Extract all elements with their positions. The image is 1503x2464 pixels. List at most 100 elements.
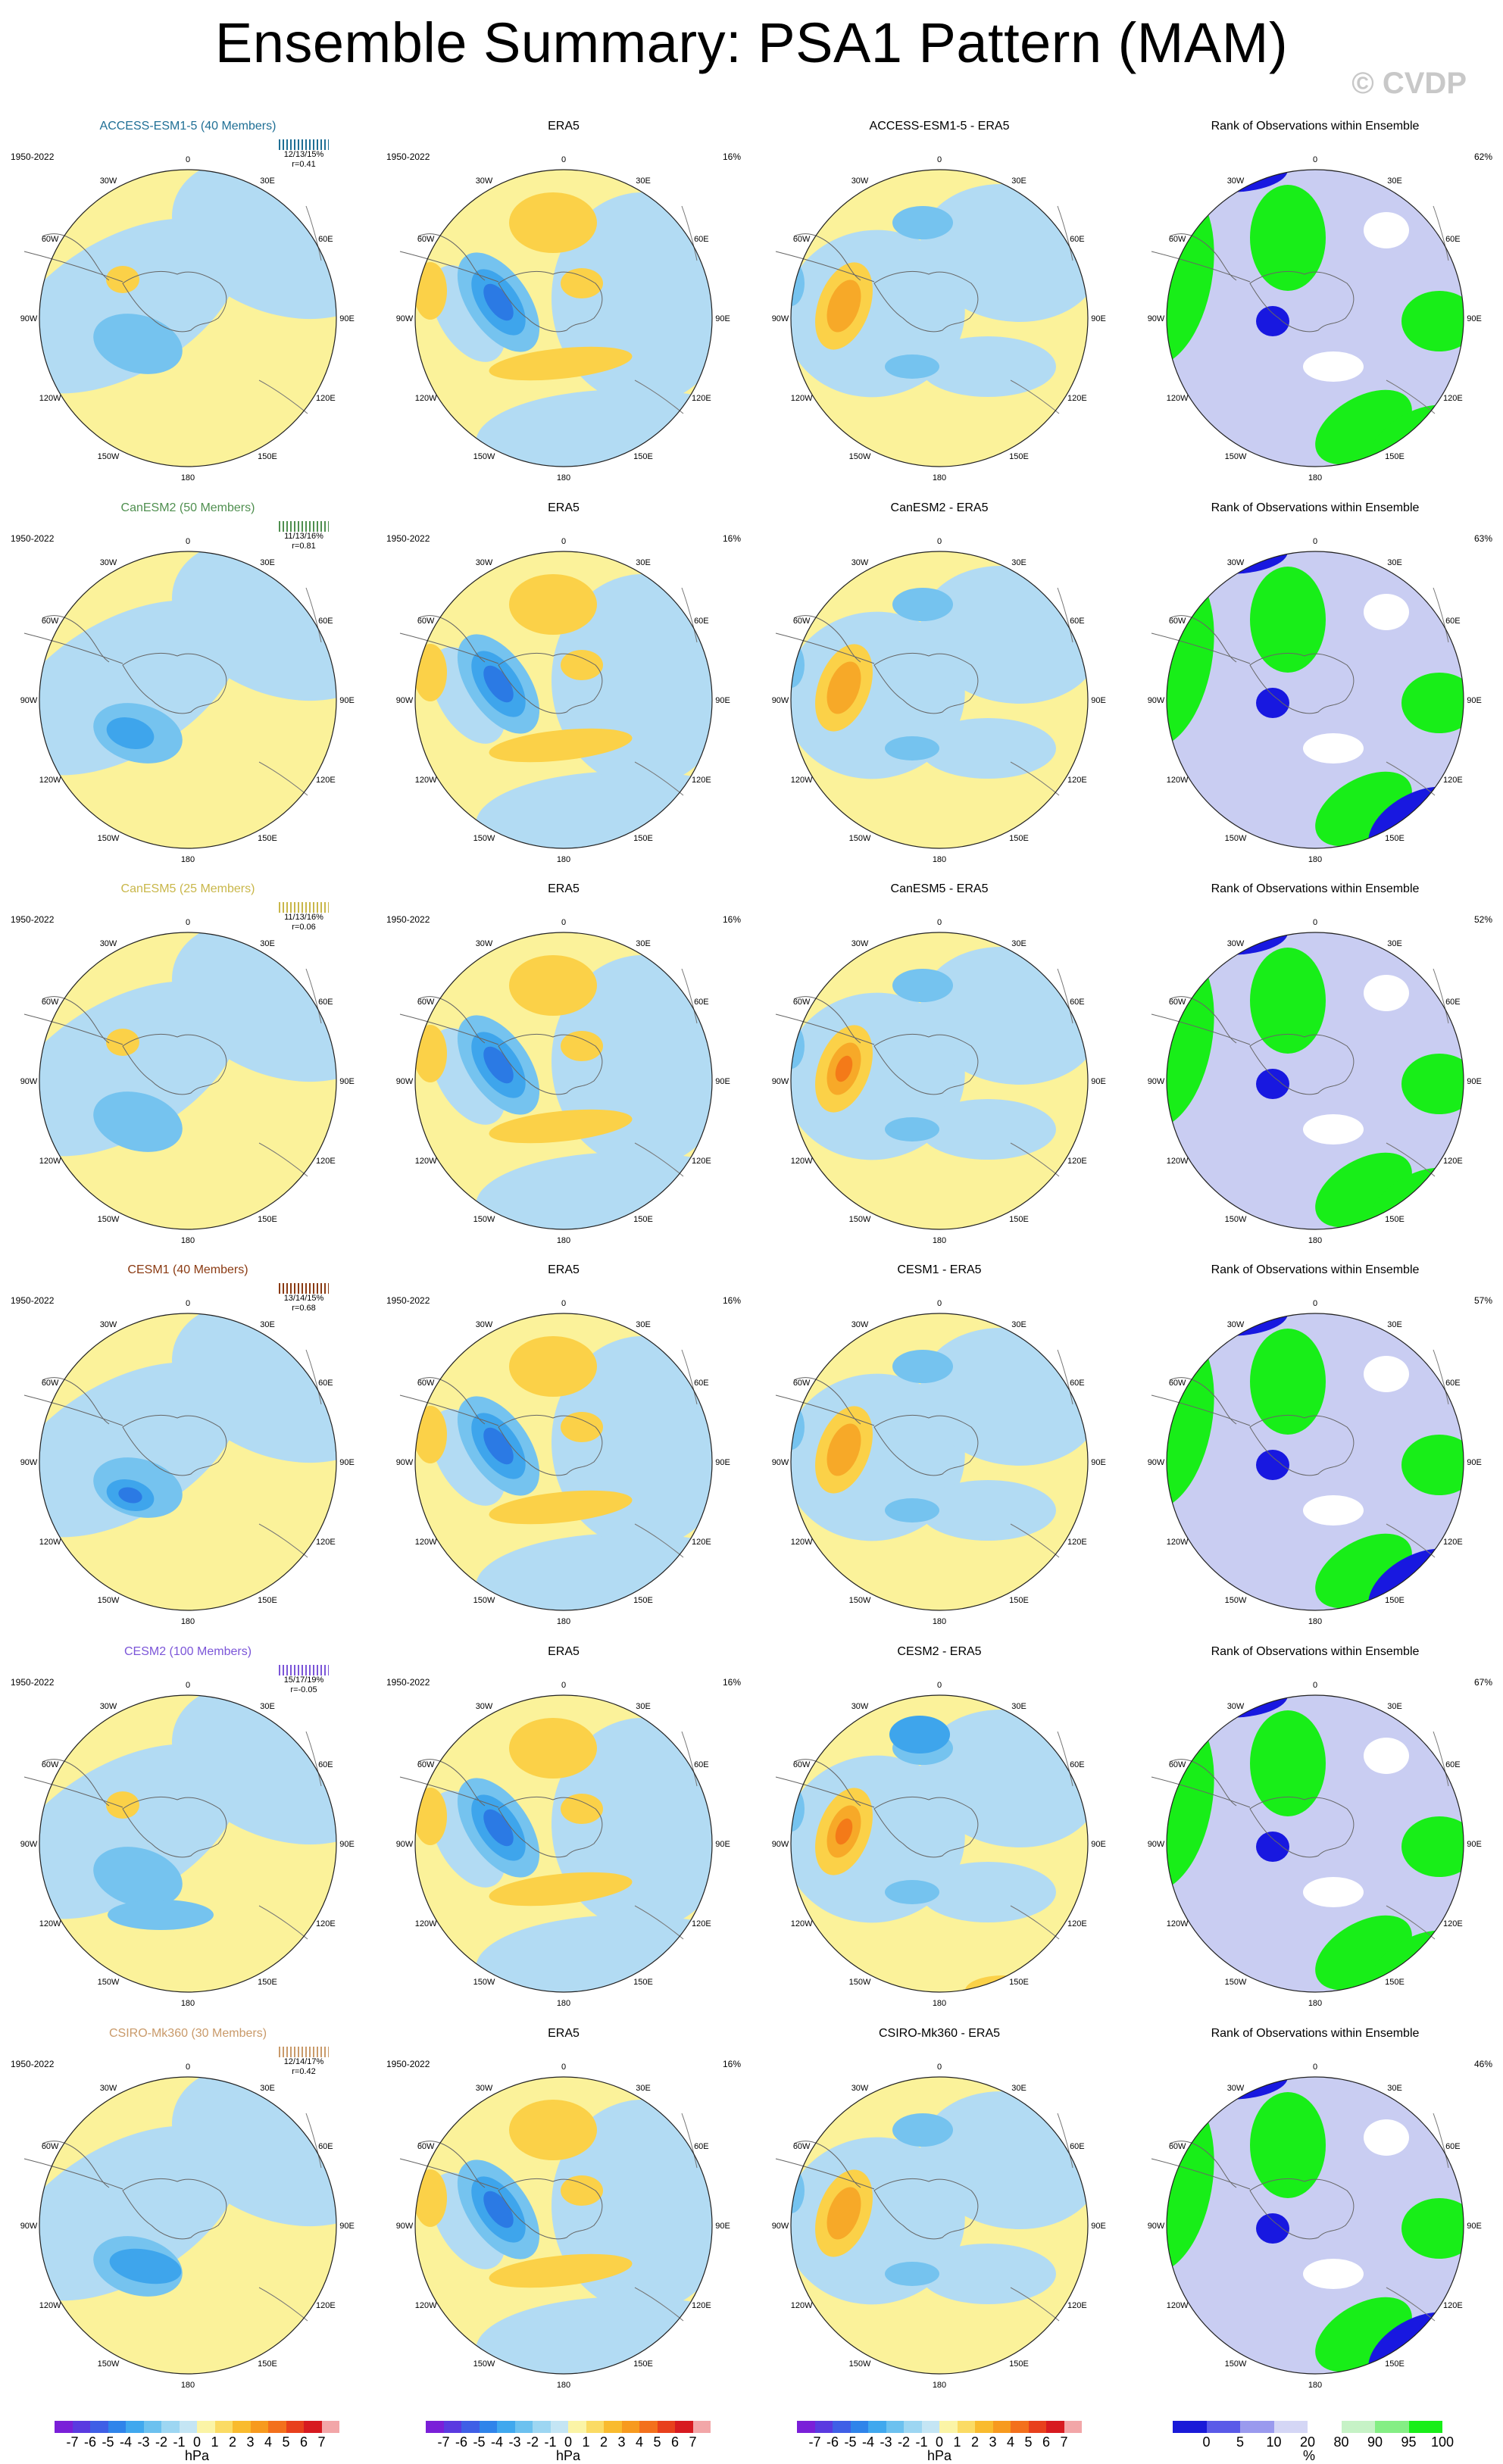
colorbar-tick-label: -1 (173, 2434, 186, 2450)
longitude-label: 60E (694, 2142, 709, 2151)
colorbar-segment (161, 2421, 180, 2433)
colorbar-segment (55, 2421, 73, 2433)
peninsula-coastline (1151, 1394, 1251, 1426)
longitude-label: 60E (318, 1379, 333, 1388)
diff-map: 0 30E 60E 90E 120E 150E 180 150W 120W 90W 60W 30W (772, 918, 1106, 1245)
colorbar-segment (179, 2421, 197, 2433)
longitude-label: 90E (339, 1840, 355, 1849)
obs-period-label: 1950-2022 (386, 1295, 430, 1306)
south-america-coastline (793, 1377, 861, 1425)
contour-blob (885, 1880, 939, 1904)
contour-blob (561, 650, 603, 680)
longitude-label: 60W (793, 2142, 811, 2151)
longitude-label: 90E (1091, 1458, 1106, 1467)
contour-blob (1401, 291, 1464, 351)
longitude-label: 90E (1467, 1458, 1482, 1467)
contour-blob (791, 2168, 805, 2213)
period-label: 1950-2022 (11, 151, 55, 162)
map-rim (790, 1313, 1089, 1611)
contour-blob (171, 1313, 336, 1463)
colorbar-segment (814, 2421, 833, 2433)
south-america-coastline (417, 1759, 486, 1807)
contour-blob (1250, 1329, 1326, 1435)
model-map: 0 30E 60E 90E 120E 150E 180 150W 120W 90W 60W 30W (20, 155, 355, 482)
period-label: 1950-2022 (11, 533, 55, 544)
contour-blob (561, 1031, 603, 1061)
longitude-label: 0 (186, 918, 190, 927)
longitude-label: 120E (316, 394, 336, 403)
colorbar-tick-label: 5 (282, 2434, 290, 2450)
longitude-label: 60E (318, 2142, 333, 2151)
longitude-label: 30E (636, 558, 651, 567)
rank-map: 0 30E 60E 90E 120E 150E 180 150W 120W 90W 60W 30W (1148, 1681, 1482, 2008)
contour-blob (1401, 673, 1464, 733)
longitude-label: 0 (1313, 155, 1317, 164)
map-rim (39, 1313, 337, 1611)
longitude-label: 180 (933, 2381, 946, 2390)
colorbar-tick-label: -5 (844, 2434, 857, 2450)
longitude-label: 30E (636, 176, 651, 186)
map-rim (39, 551, 337, 849)
colorbar-tick-label: -6 (455, 2434, 468, 2450)
diff-panel: ACCESS-ESM1-5 - ERA5 0 30E 60E 90E 120E 150E 18… (752, 120, 1127, 502)
contour-blob (920, 718, 1056, 779)
stats-box: 15/17/19% r=-0.05 (279, 1665, 329, 1695)
longitude-label: 30E (260, 176, 275, 186)
colorbar: 0 5 10 20 80 90 95 100% (1173, 2421, 1454, 2463)
contour-blob (93, 1091, 183, 1152)
antarctica-coastline (873, 1033, 979, 1095)
colorbar-segment (568, 2421, 586, 2433)
page-title: Ensemble Summary: PSA1 Pattern (MAM) (214, 11, 1289, 74)
longitude-label: 90W (20, 1840, 38, 1849)
colorbar-tick-label: 2 (970, 2434, 980, 2450)
contour-blob (106, 1029, 139, 1056)
continent-outlines (258, 587, 322, 796)
colorbar-tick-label: 2 (599, 2434, 608, 2450)
continent-outlines (1386, 1349, 1449, 1558)
map-rim (790, 551, 1089, 849)
south-america-coastline (42, 1377, 110, 1425)
stats-box: 12/13/15% r=0.41 (279, 139, 329, 170)
ensemble-stats: 11/13/16% (284, 532, 323, 541)
continent-outlines (258, 968, 322, 1177)
contour-blob (509, 574, 597, 635)
ensemble-spread-ticks (279, 521, 329, 532)
antarctica-coastline (498, 1414, 603, 1476)
colorbar-segment (921, 2421, 939, 2433)
contour-blob (171, 2077, 336, 2227)
model-map: 0 30E 60E 90E 120E 150E 180 150W 120W 90W 60W 30W (20, 2063, 355, 2390)
longitude-label: 60E (1070, 998, 1085, 1007)
longitude-label: 150E (258, 1215, 277, 1224)
longitude-label: 30W (100, 176, 117, 186)
diff-title: CSIRO-Mk360 - ERA5 (878, 2027, 1001, 2040)
longitude-label: 60W (793, 235, 811, 244)
south-america-coastline (42, 615, 110, 663)
longitude-label: 0 (937, 918, 942, 927)
south-america-coastline (793, 233, 861, 281)
obs-title: ERA5 (548, 2027, 580, 2040)
longitude-label: 120W (415, 1157, 437, 1166)
longitude-label: 120W (415, 394, 437, 403)
longitude-label: 0 (561, 155, 566, 164)
longitude-label: 30W (100, 1702, 117, 1711)
contour-blob (1250, 948, 1326, 1054)
longitude-label: 120E (1067, 394, 1087, 403)
colorbar-tick-label: 1 (582, 2434, 590, 2450)
ensemble-spread-ticks (279, 1665, 329, 1675)
rank-map: 0 30E 60E 90E 120E 150E 180 150W 120W 90W 60W 30W (1148, 918, 1482, 1245)
obs-period-label: 1950-2022 (386, 151, 430, 162)
contour-blob (171, 170, 336, 320)
longitude-label: 150W (849, 1215, 871, 1224)
stats-box: 12/14/17% r=0.42 (279, 2047, 329, 2077)
antarctica-coastline (498, 2178, 603, 2240)
contour-blob (1364, 2119, 1409, 2156)
longitude-label: 90E (1091, 1840, 1106, 1849)
longitude-label: 30W (476, 1702, 493, 1711)
obs-variance-pct: 16% (722, 2059, 741, 2069)
longitude-label: 60W (42, 617, 59, 626)
colorbar-tick-label: 0 (1202, 2434, 1211, 2450)
longitude-label: 120E (1067, 1919, 1087, 1928)
continent-outlines (1010, 1349, 1073, 1558)
contour-blob (415, 2169, 447, 2227)
